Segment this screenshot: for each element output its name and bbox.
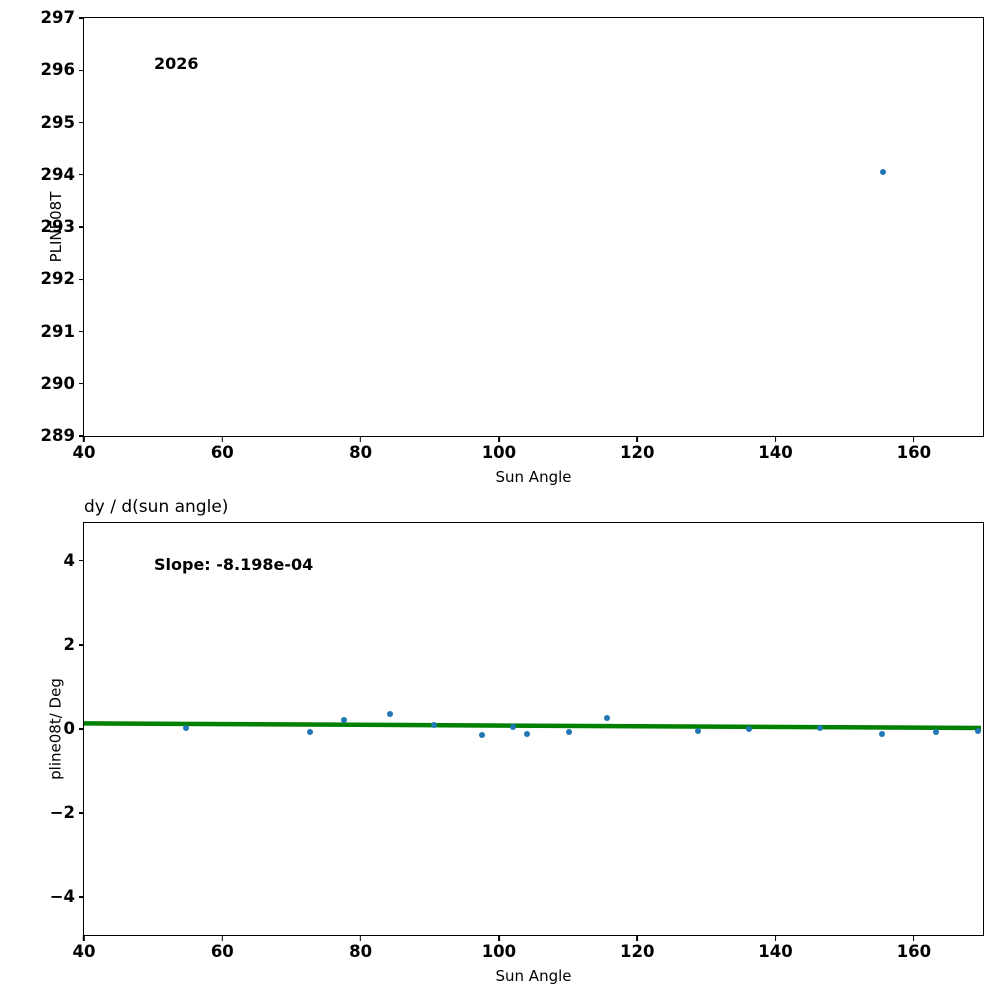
data-point <box>879 731 886 738</box>
data-point <box>816 725 823 732</box>
x-tick-top: 40 <box>73 436 96 462</box>
data-point <box>183 725 190 732</box>
y-tick-bottom: 4 <box>64 552 84 570</box>
y-tick-bottom: 0 <box>64 720 84 738</box>
x-tick-top: 60 <box>211 436 234 462</box>
data-point <box>975 728 982 735</box>
y-tick-top: 295 <box>41 114 84 131</box>
plot-area-bottom <box>84 523 983 935</box>
y-tick-top: 296 <box>41 61 84 79</box>
y-tick-top: 297 <box>41 9 84 27</box>
data-point <box>386 710 393 717</box>
y-tick-bottom: 2 <box>64 636 84 654</box>
x-tick-top: 100 <box>482 436 516 462</box>
chart-panel-bottom: dy / d(sun angle) Slope: -8.198e-04 plin… <box>47 497 984 985</box>
x-tick-top: 140 <box>758 436 792 462</box>
x-tick-top: 80 <box>349 436 372 462</box>
data-point <box>932 729 939 736</box>
x-tick-bottom: 120 <box>620 935 654 961</box>
data-point <box>430 722 437 729</box>
y-tick-top: 293 <box>41 218 84 236</box>
x-tick-bottom: 140 <box>758 935 792 961</box>
data-point <box>341 717 348 724</box>
slope-annotation: Slope: -8.198e-04 <box>154 555 314 574</box>
x-axis-label-top: Sun Angle <box>495 468 572 486</box>
data-point <box>566 729 573 736</box>
x-tick-bottom: 160 <box>897 935 931 961</box>
trend-line-bottom <box>84 523 983 935</box>
y-tick-bottom: −2 <box>50 804 84 822</box>
x-tick-bottom: 100 <box>482 935 516 961</box>
data-point <box>509 723 516 730</box>
plot-area-top <box>84 18 983 436</box>
x-tick-bottom: 40 <box>73 935 96 961</box>
data-point <box>479 732 486 739</box>
x-tick-top: 120 <box>620 436 654 462</box>
y-tick-bottom: −4 <box>50 888 84 906</box>
x-tick-bottom: 60 <box>211 935 234 961</box>
y-tick-top: 289 <box>41 427 84 445</box>
chart-panel-top: 2026 PLINE08T Sun Angle 40 60 80 100 120 140 1… <box>41 9 984 486</box>
data-point <box>695 727 702 734</box>
data-point <box>879 168 886 175</box>
y-tick-top: 290 <box>41 375 84 393</box>
y-axis-label-bottom: pline08t/ Deg <box>47 678 65 780</box>
x-tick-top: 160 <box>897 436 931 462</box>
x-tick-bottom: 80 <box>349 935 372 961</box>
y-tick-top: 291 <box>41 323 84 340</box>
y-tick-top: 294 <box>41 166 84 184</box>
data-point <box>603 714 610 721</box>
data-point <box>746 726 753 732</box>
y-tick-top: 292 <box>41 270 84 288</box>
data-point <box>523 731 530 738</box>
year-annotation: 2026 <box>154 54 199 73</box>
chart-title-bottom: dy / d(sun angle) <box>84 497 229 517</box>
x-axis-label-bottom: Sun Angle <box>495 967 572 985</box>
data-point <box>307 728 314 735</box>
